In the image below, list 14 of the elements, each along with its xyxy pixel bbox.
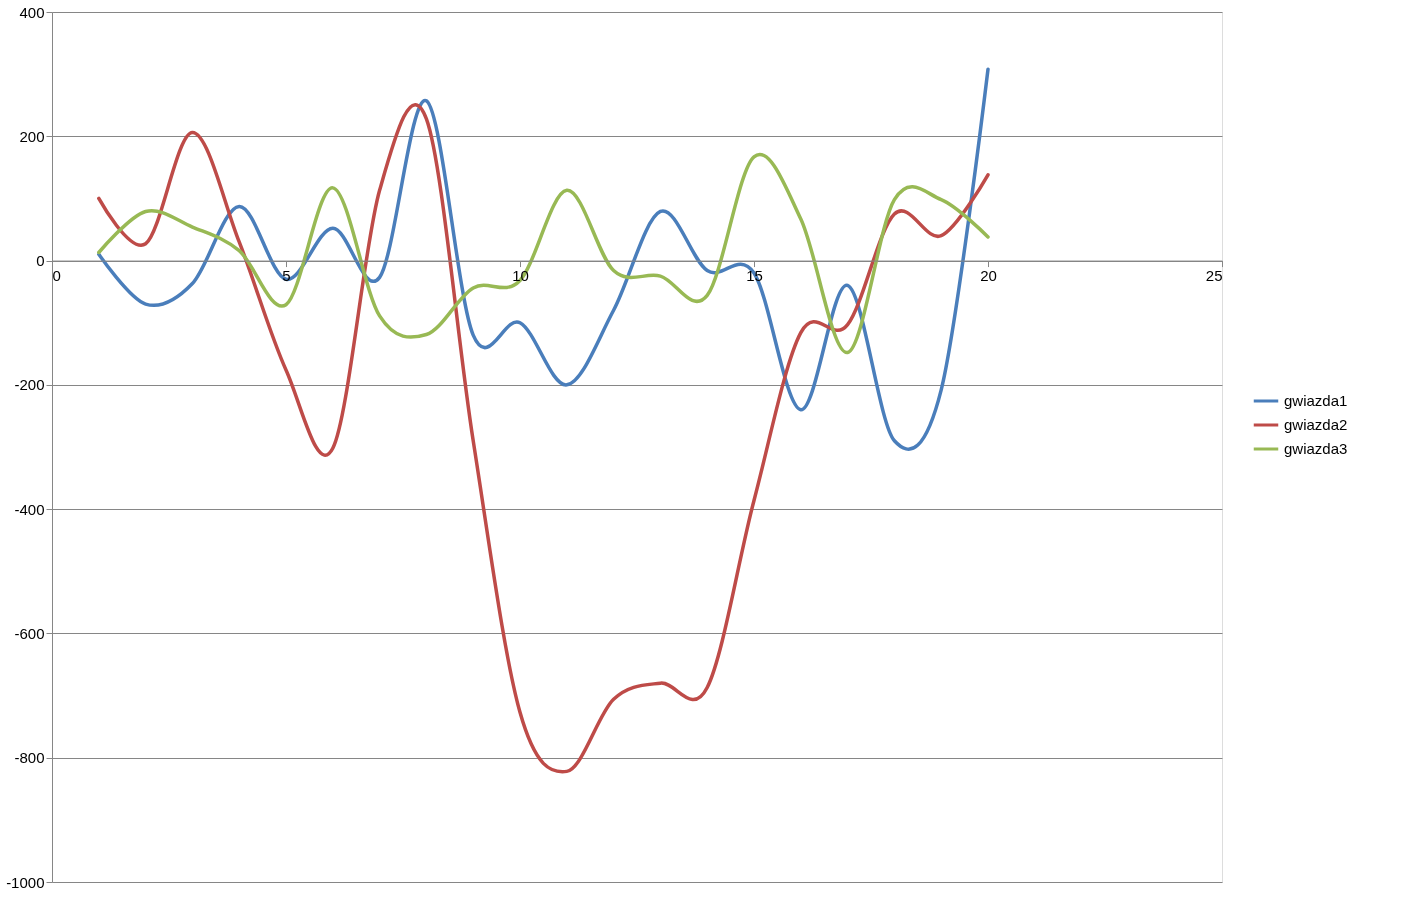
legend-label: gwiazda1 [1284,392,1348,409]
legend-label: gwiazda2 [1284,416,1348,433]
legend-label: gwiazda3 [1284,440,1348,457]
y-tick-label: 400 [19,3,45,21]
x-tick-label: 0 [52,267,61,285]
y-tick-label: -200 [14,376,45,394]
y-tick-label: -800 [14,749,45,767]
y-tick-label: 200 [19,127,45,145]
y-tick-label: -1000 [6,873,45,891]
x-tick-label: 25 [1205,267,1223,285]
y-tick-label: 0 [36,252,45,270]
y-tick-label: -600 [14,624,45,642]
y-tick-label: -400 [14,500,45,518]
x-tick-label: 20 [980,267,997,285]
